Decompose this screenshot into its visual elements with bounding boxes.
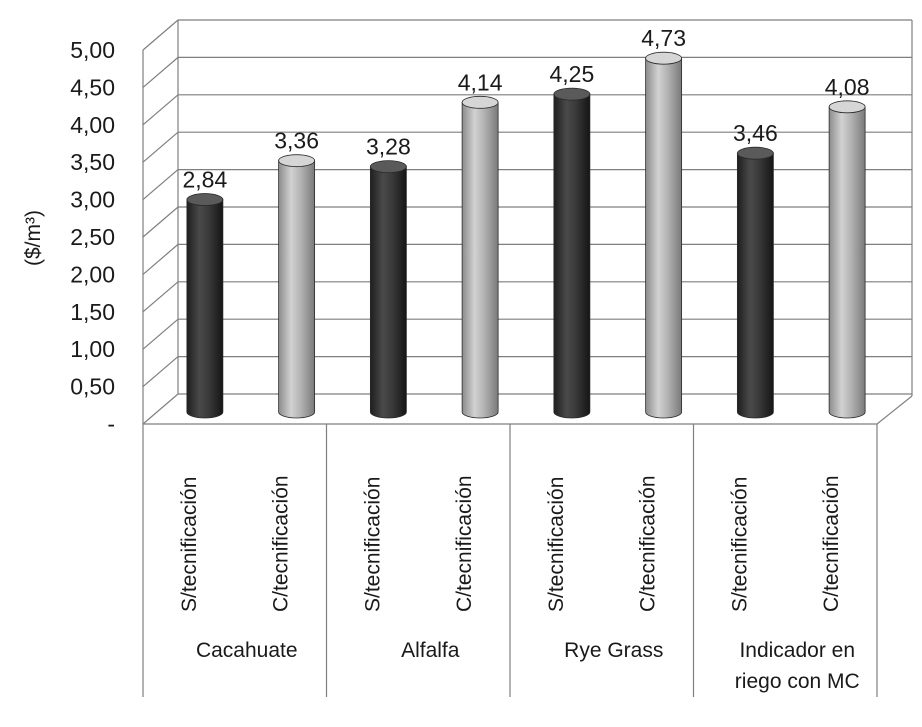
bar-top <box>828 100 866 114</box>
x-group-label: Alfalfa <box>401 639 460 662</box>
gridline <box>142 94 912 126</box>
x-category-label: S/tecnificación <box>361 477 384 612</box>
x-category-label: C/tecnificación <box>820 475 843 612</box>
x-category-label: C/tecnificación <box>637 475 660 612</box>
bar <box>828 100 866 419</box>
x-group-label: riego con MC <box>735 670 860 693</box>
x-category-label: S/tecnificación <box>728 477 751 612</box>
gridline <box>142 131 912 163</box>
y-tick-label: 3,50 <box>70 149 115 175</box>
gridline <box>142 356 912 388</box>
grid <box>142 19 913 425</box>
bar <box>186 193 224 419</box>
y-tick-label: 4,50 <box>70 74 115 100</box>
y-tick-label: 2,00 <box>70 261 115 287</box>
bar <box>736 146 774 419</box>
bar-body <box>828 106 866 419</box>
bar <box>278 154 316 419</box>
bar-body <box>186 199 224 419</box>
bar <box>461 95 499 419</box>
bar-body <box>645 57 683 419</box>
bar-body <box>736 152 774 419</box>
x-group-label: Rye Grass <box>564 639 663 662</box>
bar-top <box>645 51 683 65</box>
gridline <box>142 393 912 425</box>
data-label: 2,84 <box>182 167 227 193</box>
x-category-label: S/tecnificación <box>178 477 201 612</box>
bar <box>645 51 683 419</box>
y-tick-label: 0,50 <box>70 374 115 400</box>
x-group-label: Cacahuate <box>196 639 298 662</box>
bar-body <box>369 166 407 419</box>
bar-top <box>461 95 499 109</box>
gridline <box>142 281 912 313</box>
bar-body <box>278 160 316 419</box>
data-label: 4,25 <box>549 61 594 87</box>
y-tick-label: - <box>107 411 115 437</box>
gridline <box>142 169 912 201</box>
bar <box>553 87 591 419</box>
data-label: 3,46 <box>733 120 778 146</box>
data-label: 4,08 <box>825 74 870 100</box>
bar-body <box>553 93 591 419</box>
x-category-label: S/tecnificación <box>545 477 568 612</box>
y-tick-label: 1,50 <box>70 299 115 325</box>
y-tick-label: 5,00 <box>70 37 115 63</box>
y-tick-label: 4,00 <box>70 112 115 138</box>
floor-right-edge <box>876 395 913 425</box>
gridline <box>142 318 912 350</box>
y-tick-label: 3,00 <box>70 187 115 213</box>
x-axis-categories: S/tecnificación C/tecnificación Cacahuate S… <box>142 424 878 697</box>
x-category-label: C/tecnificación <box>453 475 476 612</box>
gridline <box>142 19 912 51</box>
bar-top <box>553 87 591 101</box>
gridline <box>142 56 912 88</box>
bar-top <box>736 146 774 160</box>
bar-top <box>369 160 407 174</box>
y-tick-label: 1,00 <box>70 336 115 362</box>
gridline <box>142 206 912 238</box>
x-group-label: Indicador en <box>739 639 855 662</box>
bar-top <box>186 193 224 206</box>
data-label: 4,73 <box>641 25 686 51</box>
bar-top <box>278 154 316 168</box>
bar-body <box>461 101 499 419</box>
y-axis-label: ($/m³) <box>22 210 45 266</box>
data-label: 4,14 <box>458 69 503 95</box>
x-category-label: C/tecnificación <box>270 475 293 612</box>
gridline <box>142 243 912 275</box>
bar <box>369 160 407 419</box>
y-tick-label: 2,50 <box>70 224 115 250</box>
data-label: 3,36 <box>274 128 319 154</box>
bars: 2,84 3,36 3,28 4,14 4,25 4,73 3,46 4,08 <box>182 25 870 419</box>
y-axis-ticks: - 0,50 1,00 1,50 2,00 2,50 3,00 3,50 4,00 4,50 5,0… <box>70 37 115 437</box>
data-label: 3,28 <box>366 134 411 160</box>
